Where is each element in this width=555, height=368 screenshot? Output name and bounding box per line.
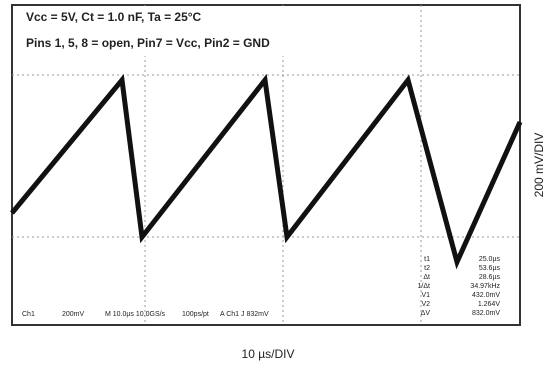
status-item: 200mV [62, 311, 85, 318]
measurement-name: t2 [424, 265, 430, 272]
measurement-name: 1/Δt [418, 283, 431, 290]
measurement-value: 832.0mV [472, 310, 500, 317]
scope-frame [11, 4, 521, 326]
measurement-value: 28.6µs [479, 274, 501, 281]
measurement-value: 34.97kHz [470, 283, 500, 290]
waveform [10, 73, 523, 270]
measurement-name: Δt [423, 274, 430, 281]
measurement-name: V1 [421, 292, 430, 299]
y-axis-label: 200 mV/DIV [532, 133, 546, 198]
measurement-name: t1 [424, 256, 430, 263]
x-axis-label: 10 µs/DIV [242, 347, 295, 361]
measurement-value: 1.264V [478, 301, 501, 308]
measurement-name: ΔV [421, 310, 431, 317]
header-line: Pins 1, 5, 8 = open, Pin7 = Vcc, Pin2 = … [26, 36, 270, 50]
status-item: 100ps/pt [182, 311, 209, 318]
measurement-value: 25.0µs [479, 256, 501, 263]
measurement-name: V2 [421, 301, 430, 308]
header-line: Vcc = 5V, Ct = 1.0 nF, Ta = 25°C [26, 10, 202, 24]
header-box [13, 6, 383, 56]
measurement-value: 53.6µs [479, 265, 501, 272]
status-item: A Ch1 J 832mV [220, 311, 269, 318]
measurement-value: 432.0mV [472, 292, 500, 299]
status-item: M 10.0µs 10.0GS/s [105, 311, 166, 318]
measurements: t1 25.0µs t2 53.6µs Δt 28.6µs 1/Δt 34.97kHz V1 43… [418, 256, 501, 317]
status-item: Ch1 [22, 311, 35, 318]
status-bar: Ch1 200mV M 10.0µs 10.0GS/s 100ps/pt A Ch1 J… [22, 311, 269, 318]
